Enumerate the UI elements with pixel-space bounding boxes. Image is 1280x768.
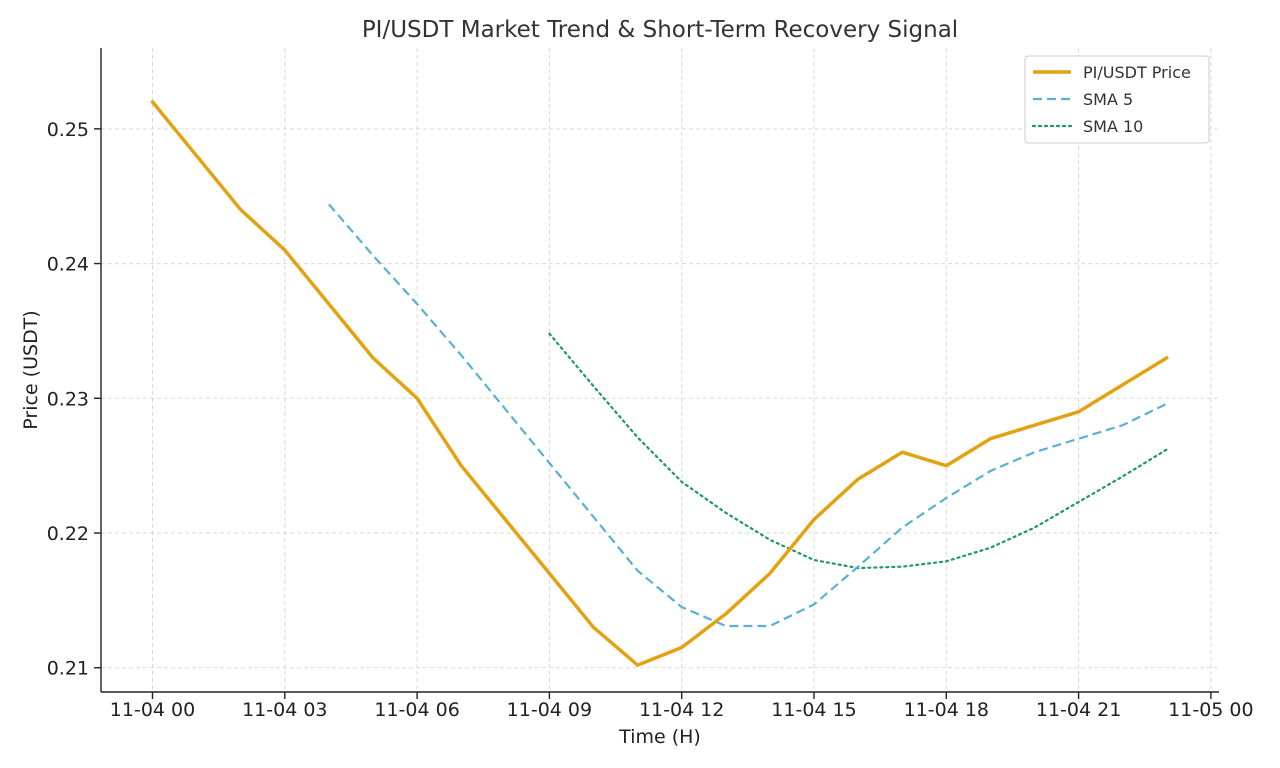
y-axis-label: Price (USDT) [20, 310, 42, 429]
x-tick-label: 11-04 12 [639, 699, 724, 721]
y-tick-label: 0.21 [47, 658, 89, 680]
x-tick-label: 11-04 15 [771, 699, 856, 721]
x-tick-label: 11-04 09 [507, 699, 592, 721]
legend-label-price: PI/USDT Price [1083, 63, 1191, 82]
x-tick-label: 11-05 00 [1168, 699, 1253, 721]
series-line-price [150, 100, 1169, 667]
legend: PI/USDT Price SMA 5 SMA 10 [1024, 55, 1210, 144]
series-lines [150, 100, 1169, 667]
legend-label-sma5: SMA 5 [1083, 90, 1133, 109]
x-axis-label: Time (H) [618, 726, 701, 748]
gridlines [101, 48, 1219, 692]
y-ticks: 0.21 0.22 0.23 0.24 0.25 [47, 119, 101, 680]
x-tick-label: 11-04 00 [110, 699, 195, 721]
legend-label-sma10: SMA 10 [1083, 117, 1143, 136]
x-tick-label: 11-04 03 [242, 699, 327, 721]
y-tick-label: 0.25 [47, 119, 89, 141]
y-tick-label: 0.23 [47, 388, 89, 410]
x-tick-label: 11-04 18 [904, 699, 989, 721]
series-line-sma5 [328, 203, 1168, 628]
y-tick-label: 0.24 [47, 254, 89, 276]
y-tick-label: 0.22 [47, 523, 89, 545]
x-tick-label: 11-04 21 [1036, 699, 1121, 721]
chart-title: PI/USDT Market Trend & Short-Term Recove… [362, 17, 958, 43]
x-tick-label: 11-04 06 [374, 699, 459, 721]
legend-box [1024, 55, 1210, 144]
x-ticks: 11-04 00 11-04 03 11-04 06 11-04 09 11-04 12… [110, 692, 1254, 721]
